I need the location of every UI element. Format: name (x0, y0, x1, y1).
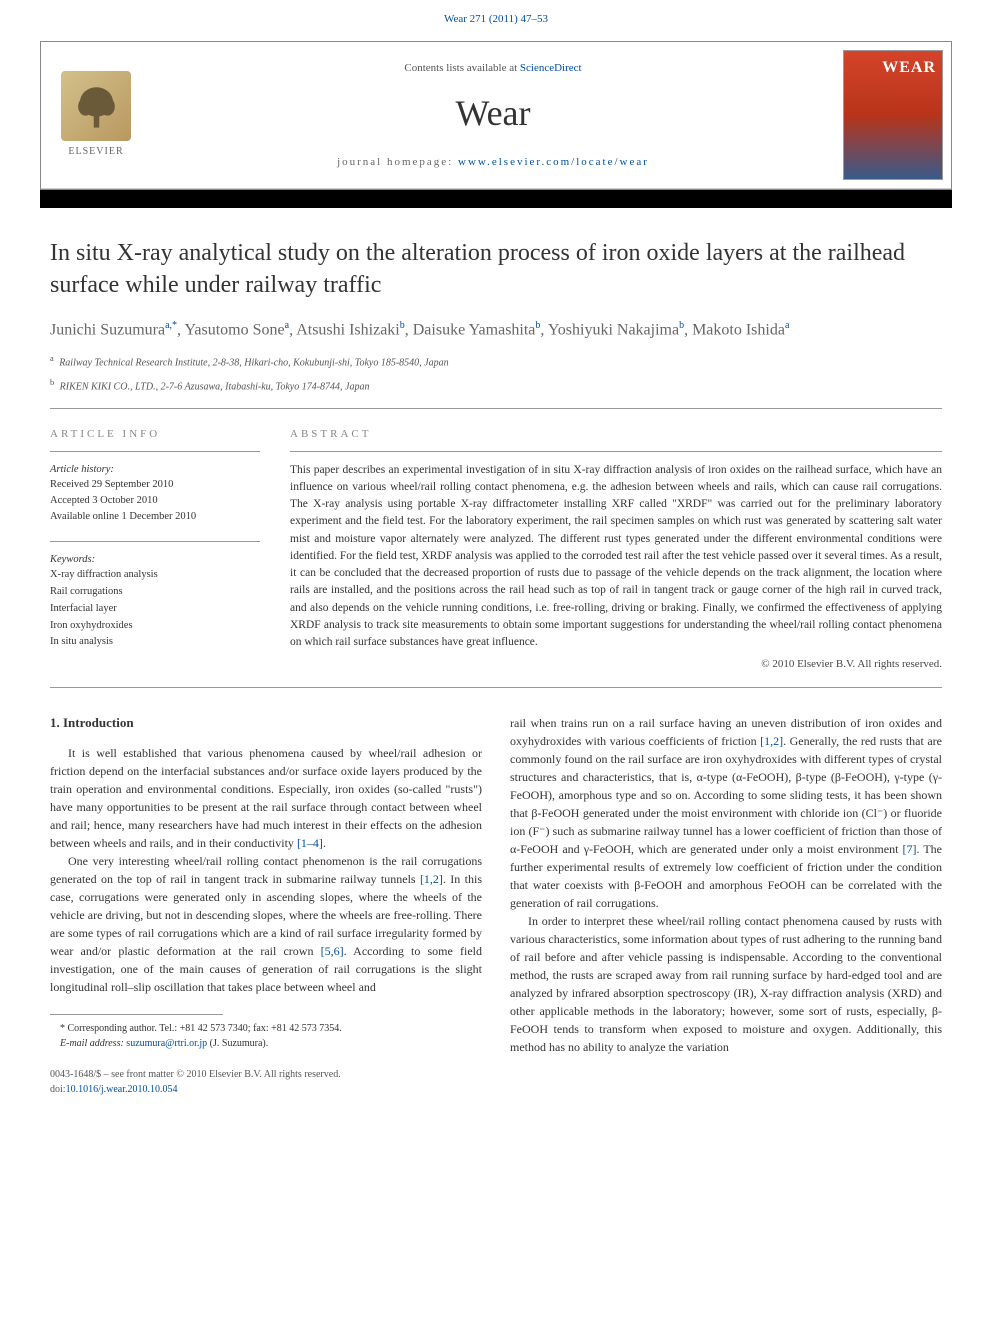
ref-link[interactable]: [1–4] (297, 836, 323, 850)
citation-header: Wear 271 (2011) 47–53 (0, 0, 992, 33)
contents-lists-line: Contents lists available at ScienceDirec… (151, 61, 835, 76)
copyright-line: © 2010 Elsevier B.V. All rights reserved… (290, 657, 942, 672)
keyword-item: Rail corrugations (50, 584, 260, 601)
affiliation: b RIKEN KIKI CO., LTD., 2-7-6 Azusawa, I… (50, 377, 942, 394)
corresponding-author-footnote: * Corresponding author. Tel.: +81 42 573… (50, 1021, 482, 1036)
abstract-heading: ABSTRACT (290, 427, 942, 442)
online-date: Available online 1 December 2010 (50, 509, 260, 525)
keyword-item: In situ analysis (50, 634, 260, 651)
keyword-item: Iron oxyhydroxides (50, 618, 260, 635)
accepted-date: Accepted 3 October 2010 (50, 493, 260, 509)
abstract-rule (290, 451, 942, 452)
author-list: Junichi Suzumuraa,*, Yasutomo Sonea, Ats… (50, 319, 942, 342)
masthead-bottom-bar (40, 190, 952, 208)
section-heading-intro: 1. Introduction (50, 714, 482, 732)
journal-name: Wear (151, 88, 835, 138)
body-paragraph: rail when trains run on a rail surface h… (510, 714, 942, 912)
divider-rule (50, 687, 942, 688)
keyword-item: Interfacial layer (50, 601, 260, 618)
received-date: Received 29 September 2010 (50, 477, 260, 493)
affiliation: a Railway Technical Research Institute, … (50, 353, 942, 370)
ref-link[interactable]: [5,6] (321, 944, 344, 958)
ref-link[interactable]: [7] (902, 842, 916, 856)
journal-homepage-line: journal homepage: www.elsevier.com/locat… (151, 155, 835, 170)
page-footer: 0043-1648/$ – see front matter © 2010 El… (50, 1067, 482, 1097)
publisher-name: ELSEVIER (68, 145, 123, 159)
elsevier-tree-icon (61, 71, 131, 141)
ref-link[interactable]: [1,2] (420, 872, 443, 886)
journal-masthead: ELSEVIER Contents lists available at Sci… (40, 41, 952, 190)
abstract-text: This paper describes an experimental inv… (290, 462, 942, 652)
keywords-label: Keywords: (50, 552, 260, 568)
doi-link[interactable]: 10.1016/j.wear.2010.10.054 (66, 1084, 178, 1095)
citation-link[interactable]: Wear 271 (2011) 47–53 (444, 13, 548, 25)
divider-rule (50, 408, 942, 409)
email-footnote: E-mail address: suzumura@rtri.or.jp (J. … (50, 1036, 482, 1051)
body-paragraph: It is well established that various phen… (50, 744, 482, 852)
body-paragraph: In order to interpret these wheel/rail r… (510, 912, 942, 1056)
author-email-link[interactable]: suzumura@rtri.or.jp (126, 1038, 207, 1049)
publisher-logo: ELSEVIER (41, 60, 151, 170)
cover-title: WEAR (882, 57, 936, 79)
sciencedirect-link[interactable]: ScienceDirect (520, 62, 582, 74)
keyword-item: X-ray diffraction analysis (50, 567, 260, 584)
journal-cover-thumbnail: WEAR (843, 50, 943, 180)
footnote-separator (50, 1014, 223, 1015)
front-matter-line: 0043-1648/$ – see front matter © 2010 El… (50, 1067, 482, 1082)
journal-homepage-link[interactable]: www.elsevier.com/locate/wear (458, 156, 649, 168)
article-title: In situ X-ray analytical study on the al… (50, 238, 942, 300)
ref-link[interactable]: [1,2] (760, 734, 783, 748)
info-rule (50, 451, 260, 452)
history-label: Article history: (50, 462, 260, 478)
body-paragraph: One very interesting wheel/rail rolling … (50, 852, 482, 996)
info-rule (50, 541, 260, 542)
article-info-heading: ARTICLE INFO (50, 427, 260, 442)
